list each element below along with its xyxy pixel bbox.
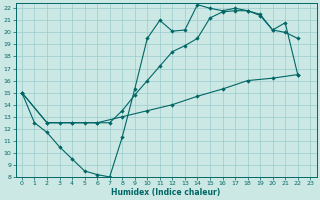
X-axis label: Humidex (Indice chaleur): Humidex (Indice chaleur)	[111, 188, 221, 197]
